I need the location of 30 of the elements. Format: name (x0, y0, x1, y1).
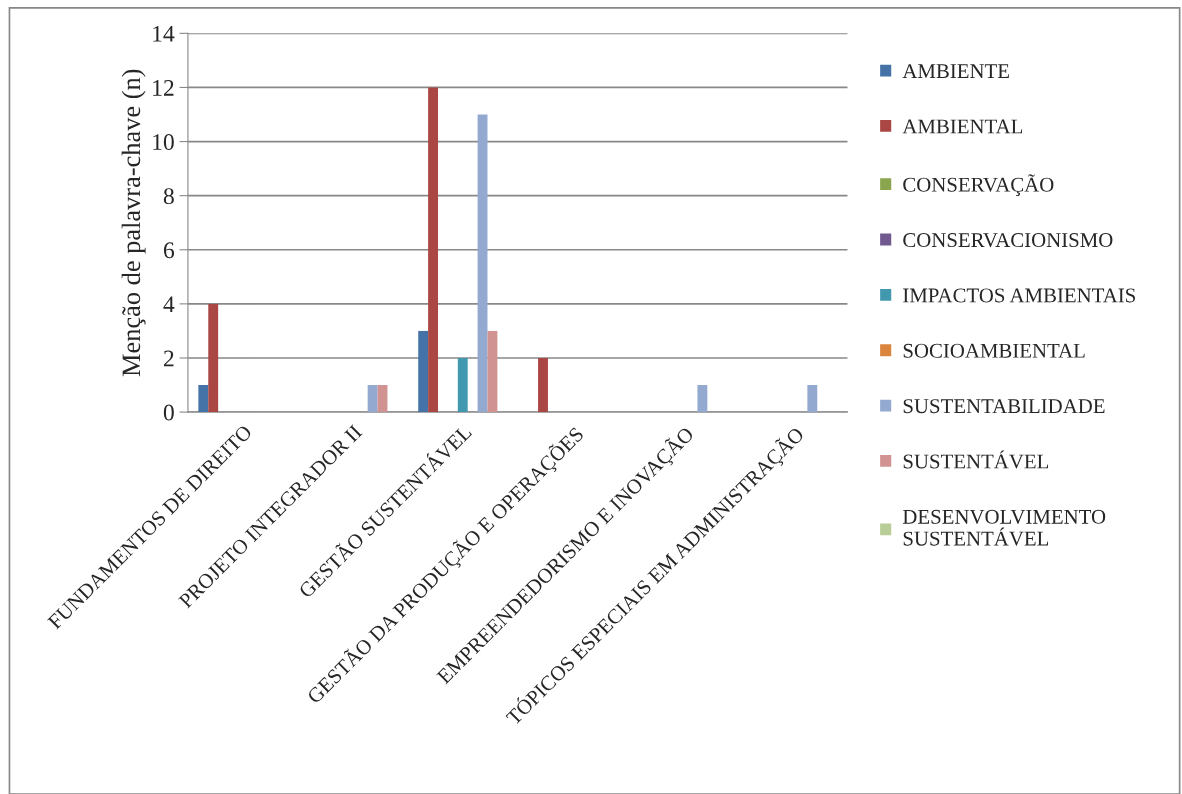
legend-label: AMBIENTE (902, 64, 1009, 78)
legend-label: IMPACTOS AMBIENTAIS (903, 288, 1136, 303)
y-tick-label: 6 (163, 242, 175, 259)
bar (198, 385, 209, 413)
y-tick-label: 14 (153, 25, 175, 42)
legend-label: CONSERVACIONISMO (903, 233, 1113, 248)
y-tick-label: 2 (163, 350, 174, 367)
bar (538, 357, 548, 413)
legend-label: AMBIENTAL (902, 119, 1023, 134)
bar (428, 87, 439, 413)
bar (807, 385, 818, 413)
y-tick-label: 0 (163, 404, 174, 421)
bar (377, 385, 388, 413)
bar (487, 330, 498, 413)
bar (418, 330, 429, 413)
bar (208, 303, 219, 413)
bar (477, 114, 488, 413)
bar (457, 357, 468, 413)
legend-label: SOCIOAMBIENTAL (903, 343, 1085, 358)
legend-label: SUSTENTÁVEL (903, 450, 1049, 469)
bar (367, 385, 378, 413)
y-tick-label: 12 (153, 80, 174, 96)
legend-label: CONSERVAÇÃO (903, 174, 1054, 196)
y-tick-label: 8 (163, 188, 174, 205)
y-tick-label: 10 (153, 134, 174, 150)
legend-label: SUSTENTABILIDADE (903, 399, 1105, 414)
y-tick-label: 4 (163, 296, 175, 313)
y-axis-title: Menção de palavra-chave (n) (121, 69, 146, 377)
bar (697, 385, 708, 413)
legend-label: DESENVOLVIMENTO SUSTENTÁVEL (902, 509, 1106, 546)
